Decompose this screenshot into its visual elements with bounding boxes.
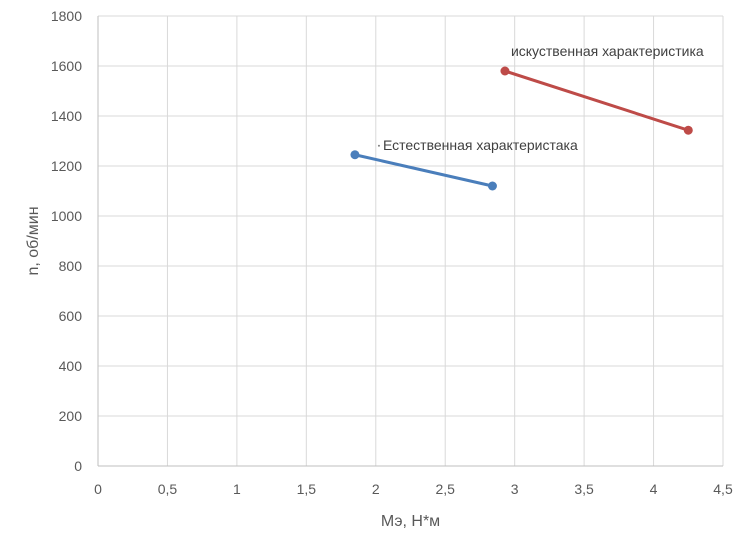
- axes: [97, 16, 723, 467]
- grid: [98, 15, 724, 466]
- y-tick-label: 800: [59, 258, 83, 274]
- x-tick-label: 3: [511, 481, 519, 497]
- x-tick-label: 0,5: [158, 481, 178, 497]
- series-line: [354, 153, 493, 188]
- data-point: [487, 181, 497, 191]
- series-annotation: искуственная характеристика: [511, 43, 704, 59]
- x-axis-title: Мэ, Н*м: [381, 513, 440, 530]
- y-tick-label: 1400: [51, 108, 82, 124]
- y-tick-label: 400: [59, 358, 83, 374]
- y-axis-title: n, об/мин: [25, 206, 42, 275]
- x-tick-label: 1,5: [297, 481, 317, 497]
- x-tick-label: 2: [372, 481, 380, 497]
- y-tick-label: 600: [59, 308, 83, 324]
- x-tick-label: 1: [233, 481, 241, 497]
- y-tick-label: 1800: [51, 8, 82, 24]
- series-annotation: Естественная характеристака: [383, 137, 578, 153]
- x-tick-label: 4,5: [713, 481, 733, 497]
- series-line: [504, 69, 689, 132]
- y-tick-label: 0: [74, 458, 82, 474]
- x-tick-label: 2,5: [435, 481, 455, 497]
- data-point: [350, 150, 360, 160]
- series-layer: [350, 66, 693, 191]
- y-tick-label: 1200: [51, 158, 82, 174]
- data-point: [683, 125, 693, 135]
- annotation-leader-dot: [377, 144, 380, 147]
- y-tick-label: 200: [59, 408, 83, 424]
- x-tick-label: 0: [94, 481, 102, 497]
- x-tick-label: 3,5: [574, 481, 594, 497]
- labels: 0 200 400 600 800 1000 1200 1400 1600 1800 0 0,5 1 1,…: [51, 8, 733, 497]
- y-tick-label: 1600: [51, 58, 82, 74]
- y-tick-label: 1000: [51, 208, 82, 224]
- x-tick-label: 4: [650, 481, 658, 497]
- data-point: [500, 66, 510, 76]
